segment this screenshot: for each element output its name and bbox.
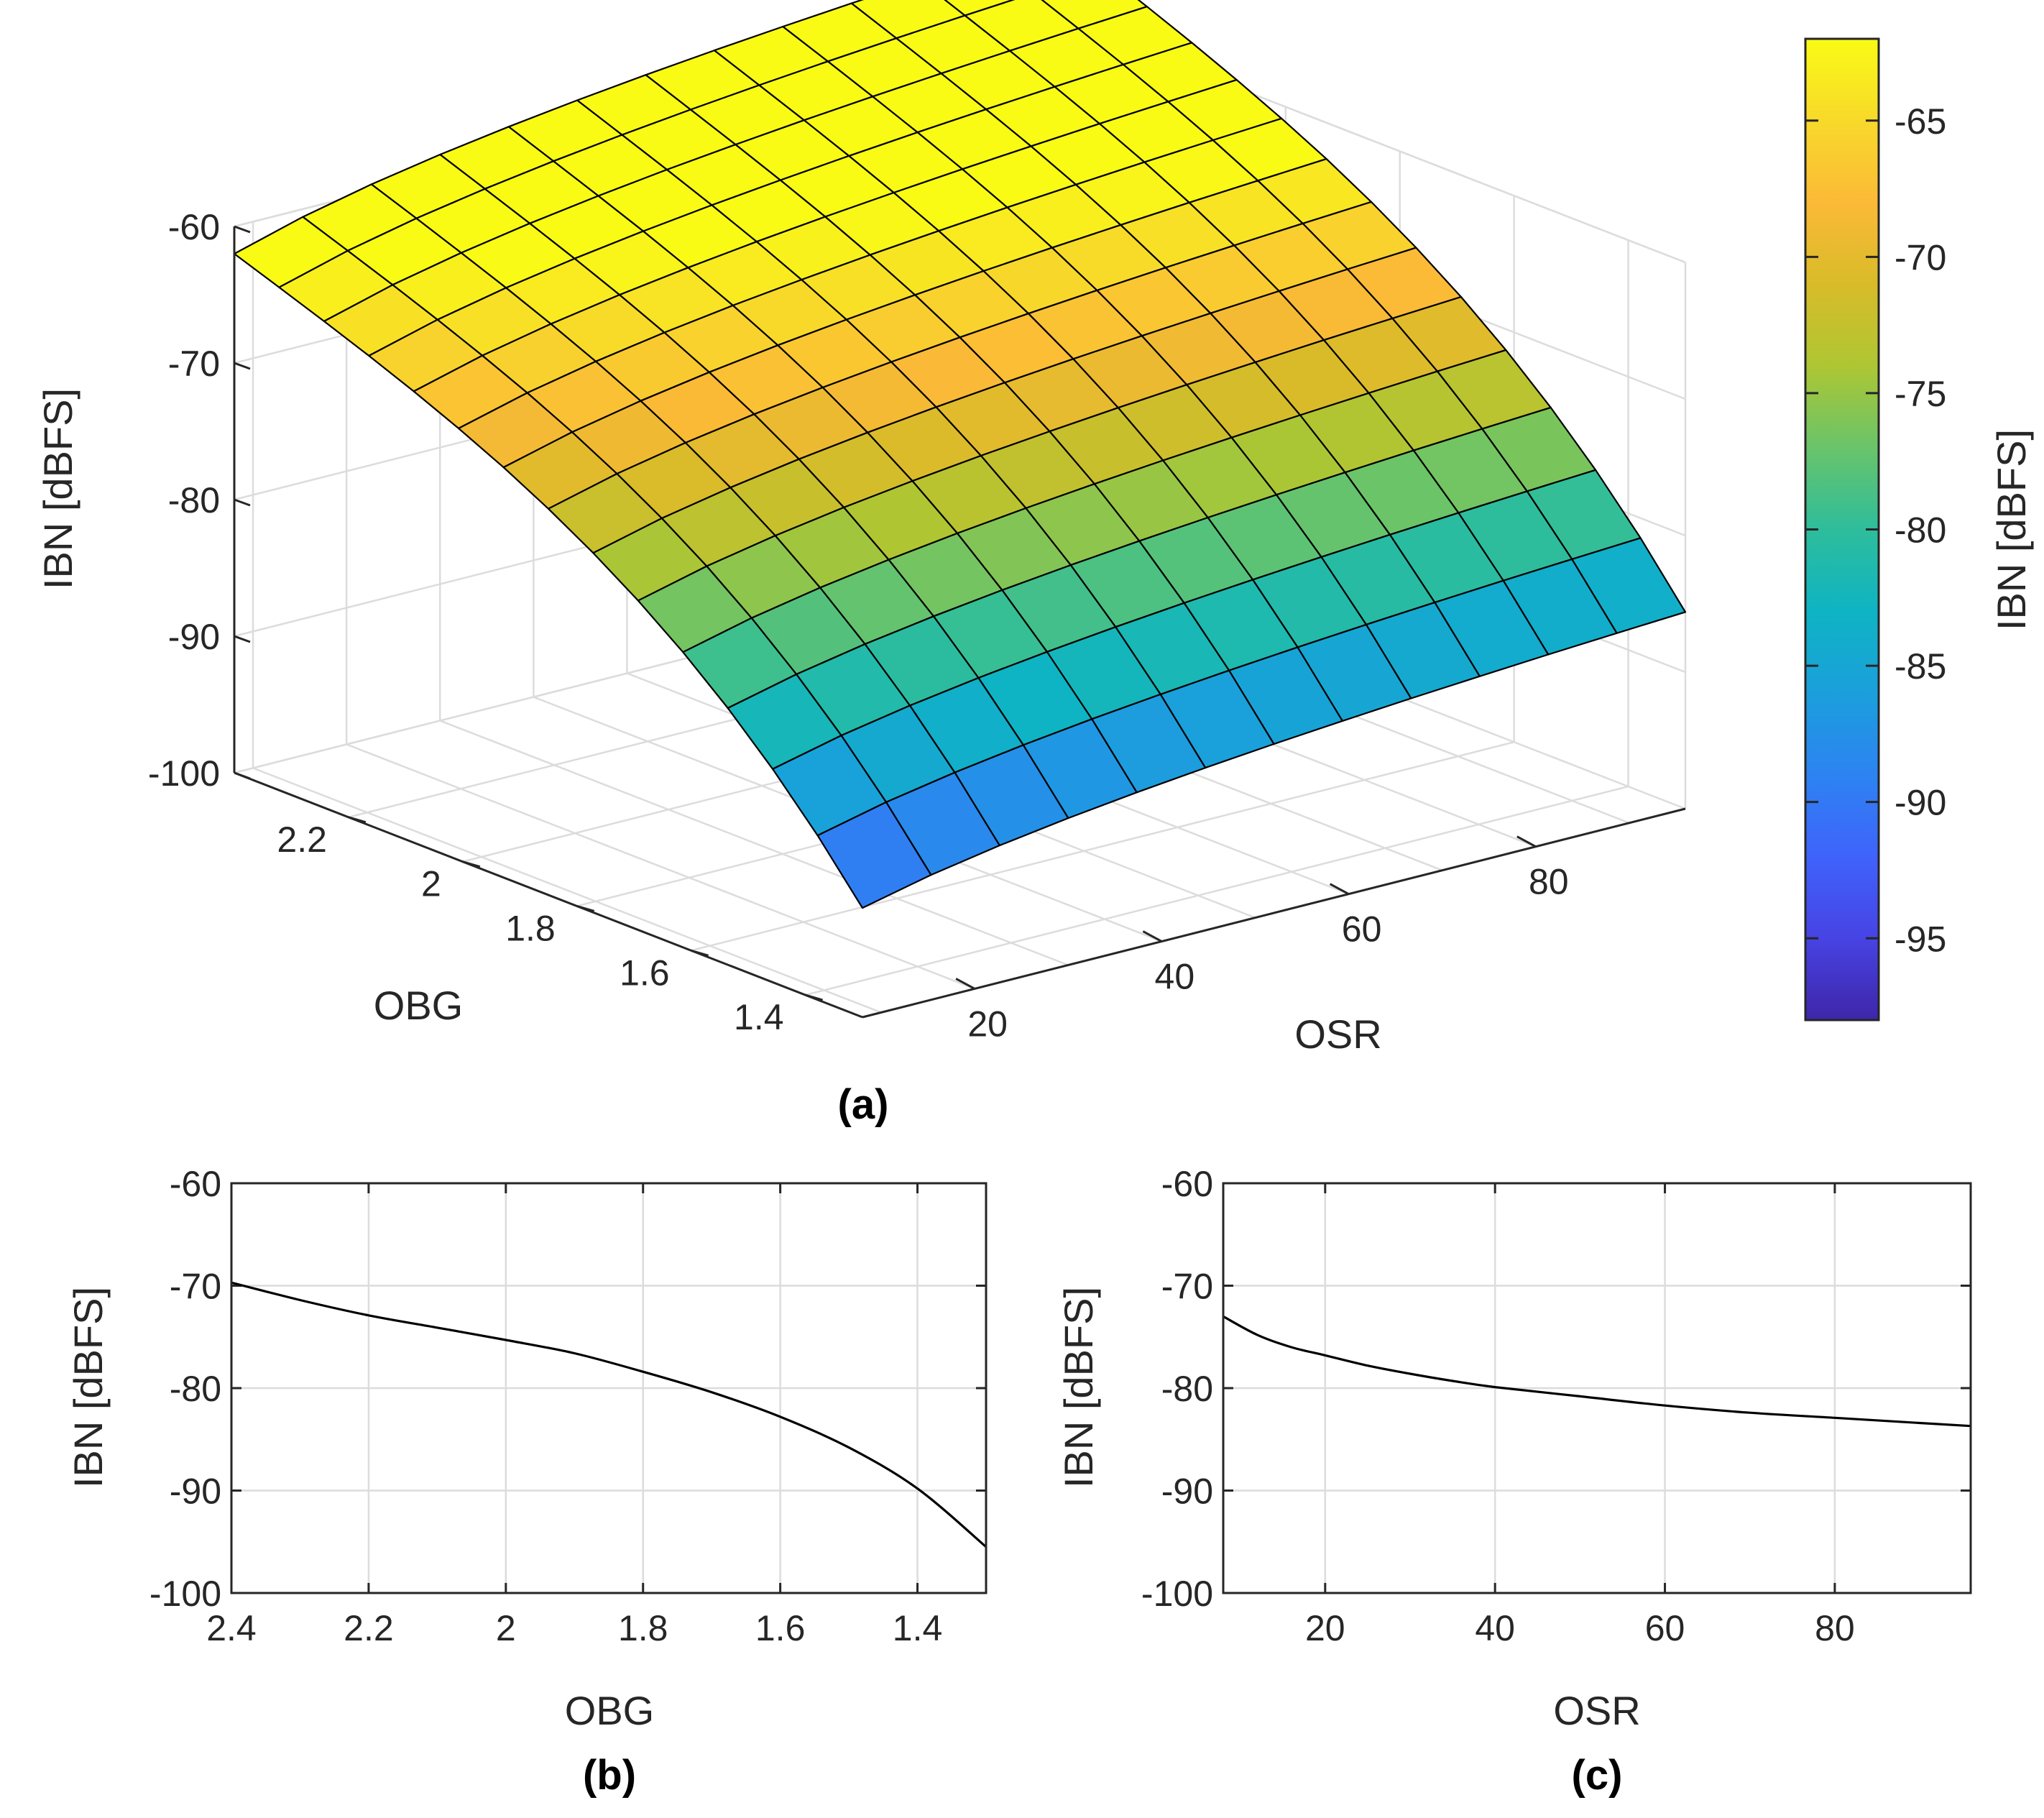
colorbar-label: IBN [dBFS] — [1989, 429, 2034, 630]
surface-x-label: OSR — [1294, 1011, 1381, 1057]
osr-tick — [955, 978, 975, 990]
grid-c — [1223, 1182, 1971, 1594]
obg-tick — [691, 949, 709, 957]
x-axis-label-b: OBG — [565, 1688, 654, 1733]
line-chart-obg: -100 -90 -80 -70 -60 2.4 2.2 2 1.8 1.6 1.4 IBN [dB… — [65, 1164, 988, 1799]
z-tick-label: -70 — [168, 344, 220, 384]
series-c — [1223, 1315, 1971, 1428]
surface-y-label: OBG — [374, 983, 463, 1028]
x-tick-label: 1.8 — [618, 1608, 668, 1648]
osr-tick-label: 20 — [967, 1004, 1008, 1044]
colorbar-tick-label: -70 — [1895, 237, 1946, 277]
x-tick-label: 40 — [1475, 1608, 1515, 1648]
series-line — [1223, 1315, 1971, 1428]
z-tick-label: -90 — [168, 617, 220, 657]
z-tick — [234, 771, 251, 780]
grid-line — [252, 767, 882, 1014]
osr-tick-label: 60 — [1342, 909, 1382, 950]
y-axis-label-b: IBN [dBFS] — [65, 1287, 111, 1488]
z-tick — [234, 498, 251, 507]
y-tick-label: -70 — [170, 1267, 221, 1307]
grid-line — [439, 720, 1069, 966]
surface-axes — [233, 225, 1686, 1019]
obg-tick-label: 1.6 — [620, 952, 670, 993]
ticks-b: -100 -90 -80 -70 -60 2.4 2.2 2 1.8 1.6 1.4 — [149, 1164, 986, 1648]
osr-tick-label: 40 — [1155, 957, 1195, 997]
z-tick — [234, 225, 251, 234]
series-b — [231, 1281, 988, 1548]
y-tick-label: -90 — [170, 1472, 221, 1512]
osr-tick-label: 80 — [1529, 862, 1569, 902]
grid-line — [691, 741, 1514, 952]
series-line — [231, 1281, 988, 1548]
grid-b — [230, 1182, 986, 1594]
x-tick-label: 20 — [1305, 1608, 1345, 1648]
x-tick-label: 2 — [496, 1608, 516, 1648]
surface-tick-labels: -100 -90 -80 -70 -60 1.4 1.6 1.8 2 2.2 20 40 60 80 — [148, 207, 1569, 1044]
y-tick-label: -90 — [1161, 1472, 1213, 1512]
colorbar-tick-label: -85 — [1895, 646, 1946, 687]
osr-tick — [1516, 835, 1537, 848]
z-tick-label: -80 — [168, 480, 220, 520]
colorbar-tick-label: -80 — [1895, 510, 1946, 551]
obg-tick-label: 1.4 — [734, 997, 784, 1037]
caption-b: (b) — [583, 1752, 636, 1799]
surface-patch — [816, 801, 932, 909]
x-tick-label: 2.4 — [206, 1608, 257, 1648]
x-tick-label: 80 — [1815, 1608, 1855, 1648]
z-tick-label: -100 — [148, 753, 220, 794]
obg-tick — [462, 860, 481, 868]
x-tick-label: 1.6 — [755, 1608, 806, 1648]
z-tick — [234, 362, 251, 370]
colorbar: -95 -90 -85 -80 -75 -70 -65 IBN [dBFS] — [1804, 37, 2034, 1022]
surface-z-label: IBN [dBFS] — [35, 388, 80, 589]
y-tick-label: -100 — [1141, 1574, 1213, 1614]
y-tick-label: -70 — [1161, 1267, 1213, 1307]
surface-mesh — [233, 0, 1687, 909]
grid-line — [805, 785, 1629, 996]
obg-tick — [348, 816, 367, 824]
obg-tick-label: 1.8 — [505, 908, 556, 948]
x-tick-label: 2.2 — [344, 1608, 394, 1648]
colorbar-tick-label: -65 — [1895, 101, 1946, 142]
colorbar-ticks: -95 -90 -85 -80 -75 -70 -65 — [1805, 101, 1946, 959]
z-tick-label: -60 — [168, 207, 220, 247]
colorbar-tick-label: -90 — [1895, 783, 1946, 823]
colorbar-tick-label: -95 — [1895, 919, 1946, 959]
osr-axis-line — [862, 807, 1686, 1019]
y-tick-label: -100 — [149, 1574, 221, 1614]
obg-tick-label: 2.2 — [277, 820, 327, 860]
y-tick-label: -60 — [170, 1164, 221, 1204]
x-tick-label: 1.4 — [893, 1608, 943, 1648]
colorbar-tick-label: -75 — [1895, 374, 1946, 414]
y-tick-label: -80 — [1161, 1369, 1213, 1409]
x-axis-label-c: OSR — [1553, 1688, 1640, 1733]
caption-a: (a) — [838, 1081, 889, 1128]
obg-tick — [805, 993, 823, 1001]
osr-tick — [1142, 930, 1163, 942]
obg-tick — [576, 905, 595, 912]
y-axis-label-c: IBN [dBFS] — [1056, 1287, 1101, 1488]
x-tick-label: 60 — [1645, 1608, 1685, 1648]
obg-axis-line — [234, 771, 863, 1019]
caption-c: (c) — [1572, 1752, 1623, 1799]
surface-plot: -100 -90 -80 -70 -60 1.4 1.6 1.8 2 2.2 20 40 60 80 IB… — [35, 0, 1687, 1128]
ticks-c: -100 -90 -80 -70 -60 20 40 60 80 — [1141, 1164, 1971, 1648]
z-tick — [234, 635, 251, 643]
y-tick-label: -80 — [170, 1369, 221, 1409]
grid-line — [346, 743, 975, 990]
y-tick-label: -60 — [1161, 1164, 1213, 1204]
obg-tick-label: 2 — [421, 864, 441, 904]
plot-frame-c — [1222, 1182, 1972, 1594]
plot-frame-b — [230, 1182, 988, 1594]
osr-tick — [1329, 883, 1350, 895]
